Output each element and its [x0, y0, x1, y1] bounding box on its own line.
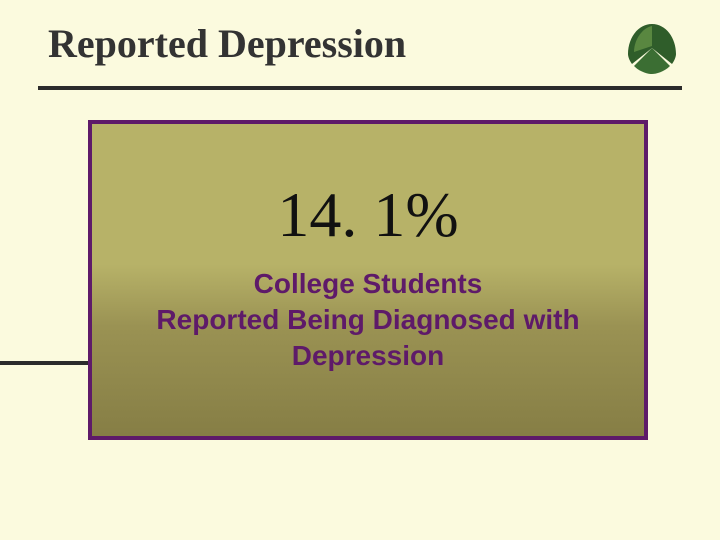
stat-description: College Students Reported Being Diagnose…: [156, 266, 579, 373]
stat-panel: 14. 1% College Students Reported Being D…: [88, 120, 648, 440]
stat-desc-line2: Reported Being Diagnosed with: [156, 304, 579, 335]
stat-desc-line3: Depression: [292, 340, 445, 371]
slide-title: Reported Depression: [48, 20, 406, 67]
left-divider-stub: [0, 361, 88, 365]
stat-desc-line1: College Students: [254, 268, 483, 299]
slide: Reported Depression 14. 1% College Stude…: [0, 0, 720, 540]
leaf-logo-icon: [620, 18, 684, 76]
stat-value: 14. 1%: [277, 178, 458, 252]
title-divider: [38, 86, 682, 90]
